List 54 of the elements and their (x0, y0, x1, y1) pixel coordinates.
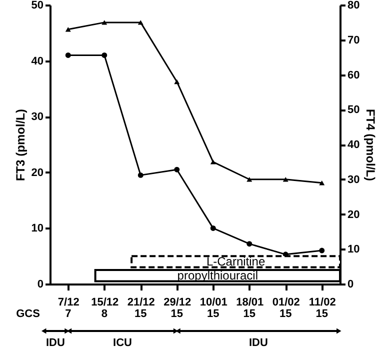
point (102, 52, 108, 58)
x-tick-label: 21/12 (127, 296, 155, 308)
x-tick-label: 10/01 (200, 296, 228, 308)
point (319, 248, 325, 254)
x-tick-label: 7/12 (58, 296, 80, 308)
y-tick-label: 40 (31, 55, 44, 68)
y-tick-label: 20 (31, 166, 44, 179)
point (65, 27, 71, 32)
point (138, 172, 144, 178)
point (138, 20, 144, 25)
y-tick-label: 10 (31, 222, 44, 235)
point (246, 177, 252, 182)
y2-axis-title: FT4 (pmol/L) (364, 109, 378, 181)
point (210, 225, 216, 231)
y-tick-label: 30 (31, 111, 44, 124)
point (282, 177, 288, 182)
text: IDU (248, 337, 268, 349)
y2-tick-label: 0 (348, 278, 354, 290)
y2-tick-label: 70 (348, 34, 360, 46)
y-tick-label: 0 (37, 278, 44, 290)
point (174, 166, 180, 172)
y2-tick-label: 10 (348, 244, 360, 256)
text: 15 (207, 308, 220, 320)
text: GCS (16, 308, 40, 320)
y2-tick-label: 20 (348, 208, 360, 221)
x-tick-label: 15/12 (91, 296, 119, 308)
x-tick-label: 18/01 (236, 296, 264, 308)
x-tick-label: 01/02 (272, 296, 300, 308)
band-label: L-Carnitine (206, 254, 266, 269)
band-label: propylthiouracil (177, 268, 258, 283)
text: 15 (280, 308, 292, 320)
text: 15 (170, 308, 183, 320)
y2-tick-label: 30 (348, 174, 360, 186)
point (210, 160, 216, 164)
y2-tick-label: 40 (348, 139, 360, 151)
x-tick-label: 11/02 (308, 296, 336, 308)
text: 7 (65, 308, 72, 320)
point (174, 79, 180, 84)
text: ICU (113, 337, 132, 349)
y2-tick-label: 80 (348, 0, 360, 12)
point (102, 20, 108, 25)
y-axis-title: FT3 (pmol/L) (13, 109, 28, 181)
text: 15 (243, 308, 256, 320)
x-tick-label: 29/12 (164, 296, 192, 308)
text: 15 (316, 308, 328, 320)
point (319, 180, 325, 186)
y-tick-label: 50 (31, 0, 44, 12)
y2-tick-label: 60 (348, 69, 360, 82)
text: 15 (134, 308, 147, 320)
text: 8 (101, 308, 108, 320)
y2-tick-label: 50 (348, 104, 360, 116)
point (65, 52, 71, 58)
point (246, 241, 252, 247)
text: IDU (46, 337, 65, 349)
